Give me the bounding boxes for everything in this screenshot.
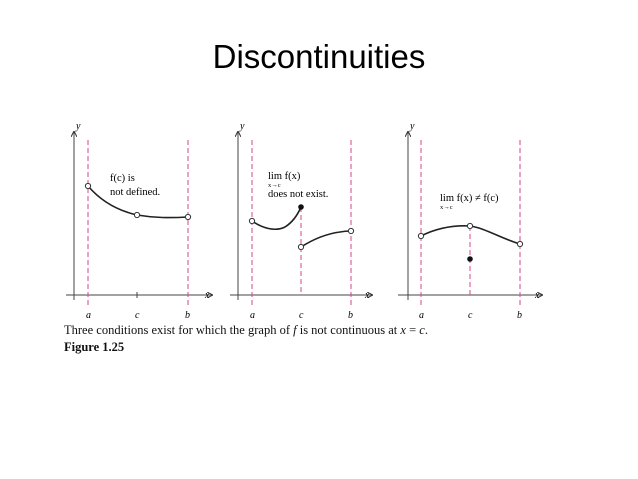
tick-label-c: c — [468, 310, 473, 321]
open-point-c — [297, 243, 305, 251]
annotation-lim: lim f(x) ≠ f(c) — [440, 193, 499, 204]
open-endpoint-left — [84, 182, 92, 190]
open-endpoint-right — [184, 213, 192, 221]
annotation-lim-subscript: x→c — [440, 204, 453, 211]
open-endpoint-left — [417, 232, 425, 240]
annotation-line-1: f(c) is — [110, 173, 135, 184]
annotation-lim: lim f(x) — [268, 171, 301, 182]
tick-label-a: a — [250, 310, 255, 321]
open-point-c — [133, 211, 141, 219]
curve-left-piece — [251, 206, 302, 230]
open-point-c — [466, 222, 474, 230]
open-endpoint-right — [516, 240, 524, 248]
annotation-line-2: not defined. — [110, 187, 160, 198]
caption-end: . — [424, 323, 428, 337]
caption-c: c — [419, 323, 425, 337]
panel-3-limit-not-equal: y x a c b lim f(x) ≠ f(c) x→c — [398, 121, 542, 321]
caption-f: f — [293, 323, 297, 337]
closed-point-fc — [467, 256, 473, 262]
tick-label-b: b — [185, 310, 190, 321]
tick-label-c: c — [135, 310, 140, 321]
y-axis-label: y — [239, 121, 245, 132]
caption-mid: is not continuous at — [296, 323, 401, 337]
annotation-lim-subscript: x→c — [268, 182, 281, 189]
tick-label-c: c — [299, 310, 304, 321]
tick-label-b: b — [348, 310, 353, 321]
curve-right-piece — [300, 230, 352, 248]
x-axis-label: x — [204, 290, 210, 301]
caption-prefix: Three conditions exist for which the gra… — [64, 323, 294, 337]
tick-label-a: a — [86, 310, 91, 321]
figure-label: Figure 1.25 — [64, 340, 125, 354]
panel-2-limit-does-not-exist: y x a c b lim f(x) x→c does not exist. — [230, 121, 372, 321]
closed-point-c — [298, 204, 304, 210]
annotation-line-2: does not exist. — [268, 189, 328, 200]
open-endpoint-right — [347, 227, 355, 235]
open-endpoint-left — [248, 217, 256, 225]
x-axis-label: x — [534, 290, 540, 301]
caption-eq: = — [405, 323, 420, 337]
y-axis-label: y — [75, 121, 81, 132]
x-axis-label: x — [364, 290, 370, 301]
panel-1-not-defined: y x a c b f(c) is not defined. — [66, 121, 212, 321]
tick-label-a: a — [419, 310, 424, 321]
y-axis-label: y — [409, 121, 415, 132]
slide-title: Discontinuities — [212, 38, 426, 75]
caption-x: x — [400, 323, 406, 337]
tick-label-b: b — [517, 310, 522, 321]
figure-caption: Three conditions exist for which the gra… — [64, 323, 624, 338]
